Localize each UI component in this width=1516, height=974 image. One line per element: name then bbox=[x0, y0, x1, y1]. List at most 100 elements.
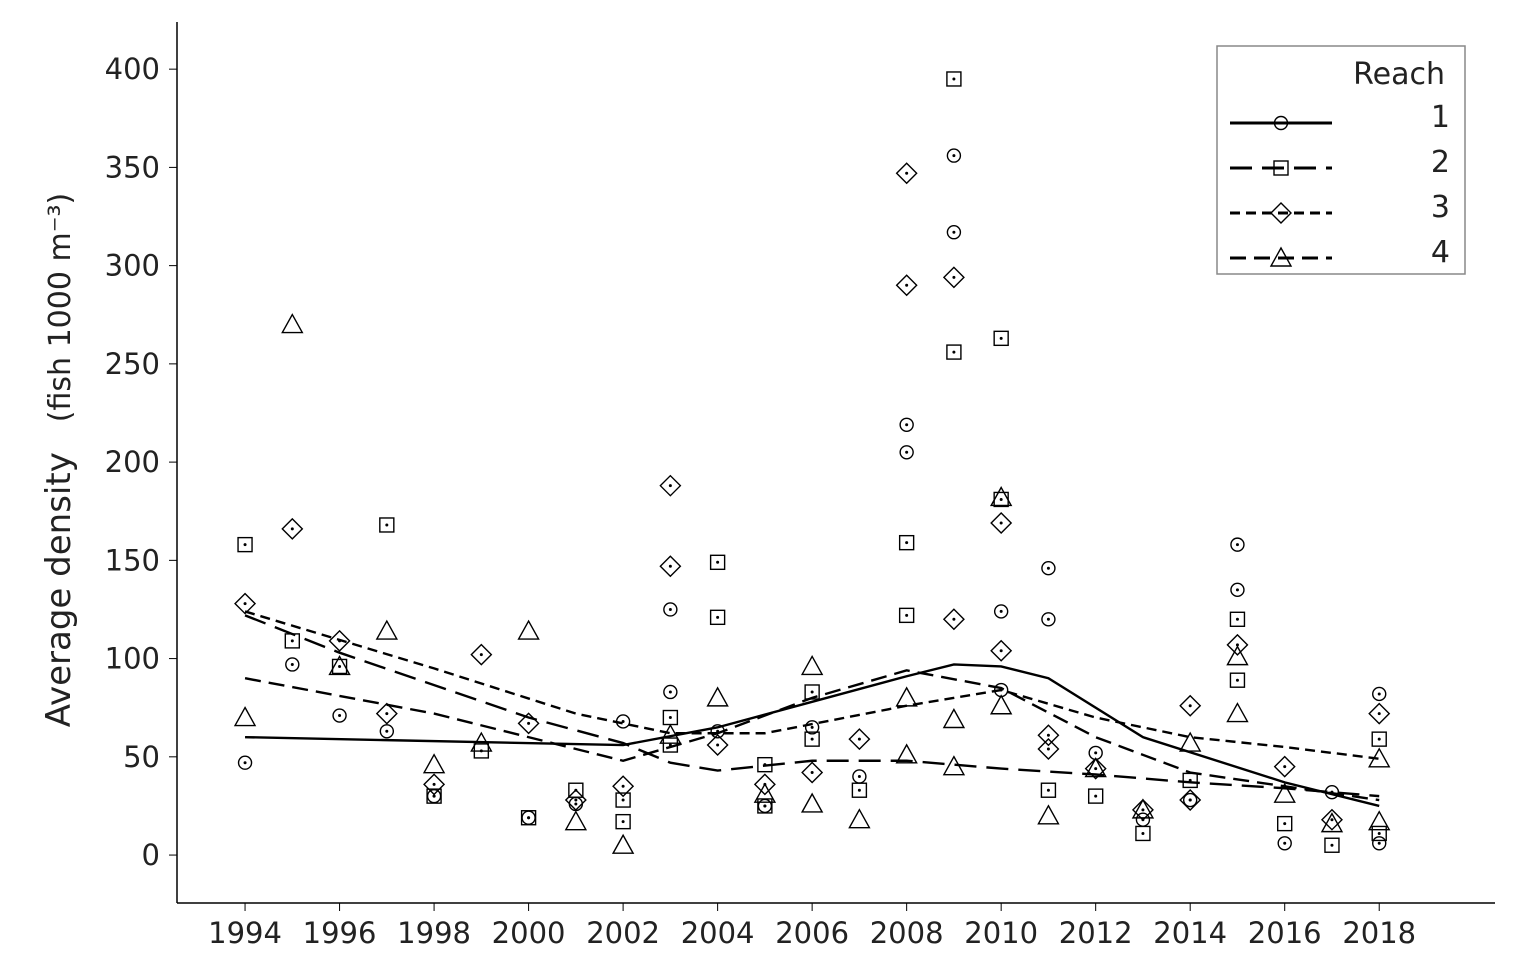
marker-triangle bbox=[1368, 747, 1391, 768]
marker-shape bbox=[233, 706, 257, 727]
marker-shape bbox=[1324, 837, 1340, 853]
marker-diamond bbox=[612, 775, 635, 798]
marker-dot bbox=[952, 275, 956, 279]
marker-shape bbox=[1273, 160, 1289, 176]
marker-triangle bbox=[1273, 782, 1296, 803]
marker-shape bbox=[663, 602, 678, 617]
marker-shape bbox=[1229, 672, 1246, 688]
marker-dot bbox=[1377, 737, 1381, 741]
marker-triangle bbox=[800, 655, 824, 676]
marker-circle bbox=[804, 720, 820, 735]
marker-diamond bbox=[375, 702, 398, 725]
marker-diamond bbox=[1226, 633, 1249, 656]
y-tick-label: 50 bbox=[123, 740, 160, 774]
marker-diamond bbox=[1179, 789, 1202, 812]
marker-dot bbox=[810, 690, 814, 694]
marker-shape bbox=[1269, 246, 1293, 267]
marker-shape bbox=[1320, 812, 1344, 833]
x-tick-label: 2016 bbox=[1248, 916, 1322, 950]
marker-dot bbox=[574, 798, 578, 802]
marker-shape bbox=[989, 486, 1013, 507]
marker-triangle bbox=[800, 792, 824, 813]
marker-dot bbox=[857, 788, 861, 792]
marker-dot bbox=[621, 798, 625, 802]
marker-shape bbox=[517, 619, 540, 640]
marker-shape bbox=[990, 512, 1013, 535]
marker-shape bbox=[942, 755, 966, 776]
marker-shape bbox=[423, 773, 446, 796]
marker-triangle bbox=[328, 655, 351, 676]
marker-square bbox=[1371, 731, 1387, 747]
marker-dot bbox=[810, 771, 814, 775]
marker-square bbox=[946, 344, 962, 360]
y-tick-label: 250 bbox=[105, 347, 160, 381]
marker-diamond bbox=[801, 761, 824, 784]
marker-triangle bbox=[1037, 804, 1060, 825]
marker-shape bbox=[615, 792, 631, 808]
x-tick-label: 2014 bbox=[1153, 916, 1227, 950]
marker-shape bbox=[899, 417, 914, 432]
marker-square bbox=[1371, 825, 1387, 842]
x-tick-label: 2012 bbox=[1059, 916, 1133, 950]
marker-circle bbox=[1041, 561, 1056, 576]
marker-square bbox=[993, 330, 1009, 347]
marker-shape bbox=[1179, 731, 1202, 752]
marker-shape bbox=[946, 71, 962, 87]
marker-triangle bbox=[1320, 812, 1344, 833]
marker-shape bbox=[1131, 798, 1154, 821]
marker-triangle bbox=[895, 743, 918, 764]
marker-dot bbox=[1141, 831, 1145, 835]
marker-square bbox=[1135, 825, 1151, 842]
x-tick-label: 2006 bbox=[775, 916, 849, 950]
marker-square bbox=[662, 709, 679, 726]
marker-shape bbox=[1087, 788, 1104, 804]
marker-shape bbox=[801, 761, 824, 784]
marker-dot bbox=[668, 564, 672, 568]
marker-square bbox=[898, 607, 915, 624]
marker-triangle bbox=[422, 753, 446, 774]
marker-dot bbox=[1046, 617, 1050, 621]
marker-dot bbox=[385, 729, 389, 733]
marker-shape bbox=[993, 330, 1009, 347]
marker-shape bbox=[520, 810, 537, 826]
marker-dot bbox=[432, 782, 436, 786]
marker-triangle bbox=[375, 619, 399, 640]
marker-shape bbox=[848, 808, 871, 829]
marker-diamond bbox=[1320, 808, 1343, 831]
marker-triangle bbox=[989, 486, 1013, 507]
x-tick-label: 2000 bbox=[492, 916, 566, 950]
marker-shape bbox=[659, 723, 682, 744]
marker-shape bbox=[1226, 702, 1249, 723]
marker-shape bbox=[285, 657, 300, 672]
marker-shape bbox=[942, 608, 965, 631]
marker-shape bbox=[1273, 755, 1296, 778]
trend-line bbox=[244, 614, 1380, 798]
marker-square bbox=[426, 788, 442, 804]
marker-shape bbox=[1229, 611, 1246, 627]
marker-dot bbox=[1377, 831, 1381, 835]
marker-dot bbox=[1377, 841, 1381, 845]
marker-square bbox=[1273, 160, 1289, 176]
marker-dot bbox=[999, 336, 1003, 340]
marker-dot bbox=[338, 714, 342, 718]
marker-dot bbox=[905, 171, 909, 175]
marker-dot bbox=[668, 690, 672, 694]
marker-shape bbox=[1179, 694, 1202, 717]
marker-triangle bbox=[753, 782, 777, 803]
marker-dot bbox=[290, 639, 294, 643]
marker-triangle bbox=[989, 694, 1013, 715]
marker-dot bbox=[857, 737, 861, 741]
marker-dot bbox=[952, 350, 956, 354]
marker-square bbox=[709, 609, 726, 626]
marker-circle bbox=[1372, 836, 1387, 851]
marker-square bbox=[331, 658, 348, 675]
marker-shape bbox=[898, 534, 915, 551]
marker-dot bbox=[1377, 712, 1381, 716]
marker-diamond bbox=[1037, 724, 1060, 747]
marker-triangle bbox=[611, 833, 635, 854]
marker-circle bbox=[993, 604, 1009, 619]
x-tick-label: 2004 bbox=[681, 916, 755, 950]
marker-shape bbox=[281, 313, 304, 334]
marker-dot bbox=[952, 230, 956, 234]
x-tick-label: 1994 bbox=[208, 916, 282, 950]
